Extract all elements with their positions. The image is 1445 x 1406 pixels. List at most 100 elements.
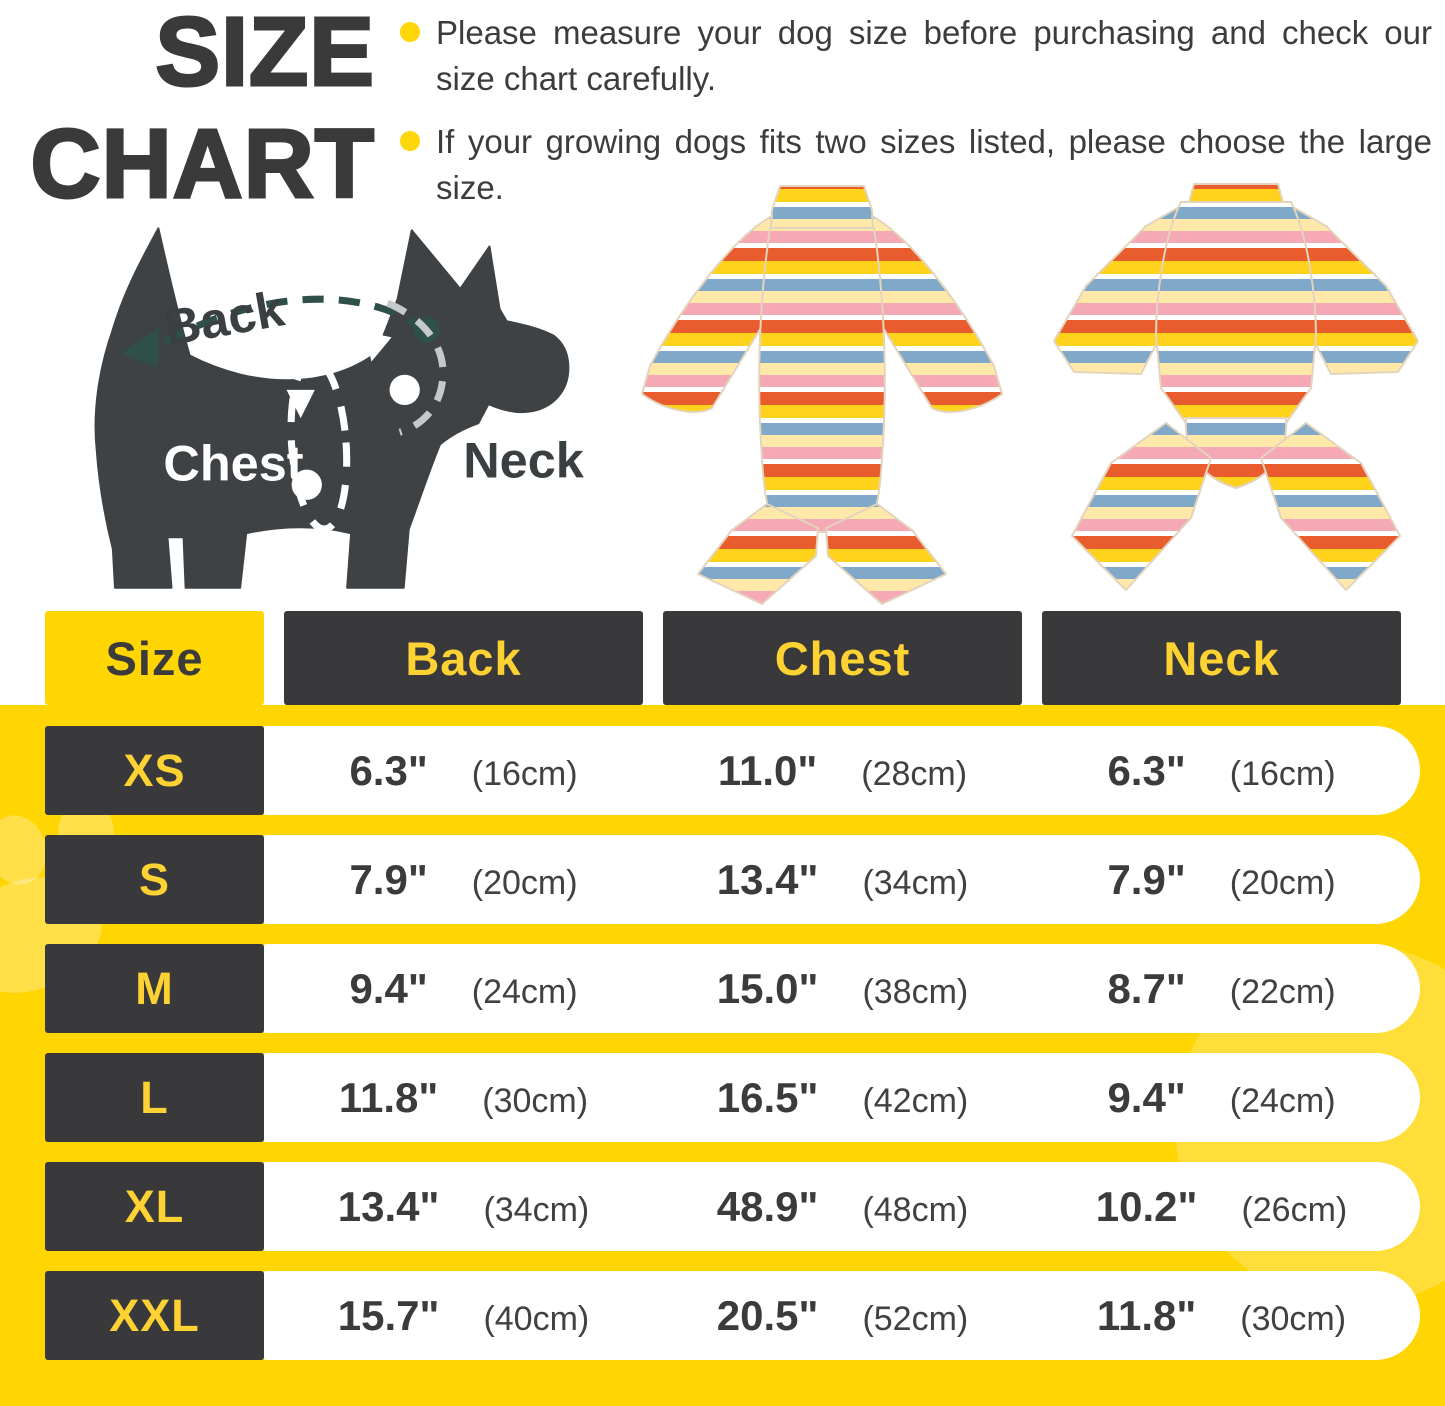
- chest-arrow-icon: [286, 389, 315, 419]
- chest-inches: 11.0": [717, 746, 818, 794]
- size-label: XS: [45, 726, 264, 815]
- back-value: 6.3" (16cm): [284, 747, 643, 795]
- chest-inches: 20.5": [716, 1291, 819, 1339]
- chest-value: 16.5" (42cm): [663, 1074, 1022, 1122]
- neck-cm: (30cm): [1240, 1299, 1347, 1338]
- pajama-back-shape: [1053, 183, 1419, 591]
- row-values: 15.7" (40cm) 20.5" (52cm) 11.8" (30cm): [264, 1271, 1420, 1360]
- size-label: M: [45, 944, 264, 1033]
- chest-value: 48.9" (48cm): [663, 1183, 1022, 1231]
- size-label: XXL: [45, 1271, 264, 1360]
- chest-inches: 13.4": [716, 855, 819, 903]
- neck-label: Neck: [463, 432, 585, 489]
- pajama-back-svg: [1053, 183, 1419, 591]
- back-inches: 13.4": [337, 1182, 440, 1230]
- back-inches: 9.4": [349, 964, 428, 1012]
- back-cm: (30cm): [482, 1081, 589, 1120]
- chest-cm: (48cm): [862, 1190, 969, 1229]
- dog-silhouette-svg: Back Chest Neck: [94, 227, 585, 589]
- size-label: S: [45, 835, 264, 924]
- neck-inches: 11.8": [1096, 1291, 1197, 1339]
- row-values: 11.8" (30cm) 16.5" (42cm) 9.4" (24cm): [264, 1053, 1420, 1142]
- header-chest: Chest: [663, 611, 1022, 705]
- neck-inches: 6.3": [1107, 746, 1186, 794]
- neck-value: 9.4" (24cm): [1042, 1074, 1401, 1122]
- note-item: Please measure your dog size before purc…: [400, 10, 1432, 102]
- table-row-s: S 7.9" (20cm) 13.4" (34cm) 7.9" (20cm): [0, 835, 1445, 924]
- row-values: 6.3" (16cm) 11.0" (28cm) 6.3" (16cm): [264, 726, 1420, 815]
- chest-value: 20.5" (52cm): [663, 1292, 1022, 1340]
- back-inches: 7.9": [349, 855, 428, 903]
- row-values: 7.9" (20cm) 13.4" (34cm) 7.9" (20cm): [264, 835, 1420, 924]
- table-row-l: L 11.8" (30cm) 16.5" (42cm) 9.4" (24cm): [0, 1053, 1445, 1142]
- dog-measure-diagram: Back Chest Neck: [52, 190, 612, 614]
- chest-cm: (42cm): [862, 1081, 969, 1120]
- chest-cm: (38cm): [862, 972, 969, 1011]
- pajama-front-svg: [641, 185, 1003, 605]
- neck-value: 11.8" (30cm): [1042, 1292, 1401, 1340]
- row-values: 13.4" (34cm) 48.9" (48cm) 10.2" (26cm): [264, 1162, 1420, 1251]
- note-item: If your growing dogs fits two sizes list…: [400, 119, 1432, 211]
- chest-value: 11.0" (28cm): [663, 747, 1022, 795]
- header-neck: Neck: [1042, 611, 1401, 705]
- page-title: SIZE CHART: [10, 0, 375, 220]
- table-row-m: M 9.4" (24cm) 15.0" (38cm) 8.7" (22cm): [0, 944, 1445, 1033]
- chest-cm: (34cm): [862, 863, 969, 902]
- neck-inches: 9.4": [1107, 1073, 1186, 1121]
- back-measure-arc: [149, 295, 429, 353]
- chest-value: 15.0" (38cm): [663, 965, 1022, 1013]
- chest-label: Chest: [163, 435, 303, 492]
- back-value: 7.9" (20cm): [284, 856, 643, 904]
- back-cm: (24cm): [471, 972, 578, 1011]
- table-header: Size Back Chest Neck: [0, 611, 1445, 705]
- neck-cm: (24cm): [1229, 1081, 1336, 1120]
- size-label: XL: [45, 1162, 264, 1251]
- back-inches: 15.7": [337, 1291, 440, 1339]
- size-table: XS 6.3" (16cm) 11.0" (28cm) 6.3" (16cm) S 7…: [0, 726, 1445, 1360]
- pajama-front-shape: [641, 185, 1003, 605]
- size-label: L: [45, 1053, 264, 1142]
- back-cm: (34cm): [483, 1190, 590, 1229]
- neck-inches: 8.7": [1107, 964, 1186, 1012]
- neck-cm: (20cm): [1229, 863, 1336, 902]
- header-size: Size: [45, 611, 264, 705]
- back-inches: 6.3": [349, 746, 428, 794]
- chest-inches: 16.5": [716, 1073, 819, 1121]
- title-line-1: SIZE: [154, 0, 376, 108]
- back-cm: (20cm): [471, 863, 578, 902]
- chest-inches: 15.0": [716, 964, 819, 1012]
- table-row-xs: XS 6.3" (16cm) 11.0" (28cm) 6.3" (16cm): [0, 726, 1445, 815]
- neck-cm: (26cm): [1241, 1190, 1348, 1229]
- neck-inches: 10.2": [1095, 1182, 1198, 1230]
- note-text: If your growing dogs fits two sizes list…: [436, 123, 1432, 206]
- bullet-dot-icon: [400, 131, 420, 151]
- chest-cm: (28cm): [861, 754, 968, 793]
- table-row-xxl: XXL 15.7" (40cm) 20.5" (52cm) 11.8" (30cm): [0, 1271, 1445, 1360]
- table-row-xl: XL 13.4" (34cm) 48.9" (48cm) 10.2" (26cm): [0, 1162, 1445, 1251]
- header-back: Back: [284, 611, 643, 705]
- title-line-2: CHART: [29, 108, 375, 220]
- back-value: 9.4" (24cm): [284, 965, 643, 1013]
- back-label: Back: [160, 279, 290, 356]
- dog-silhouette: [94, 227, 570, 589]
- neck-value: 6.3" (16cm): [1042, 747, 1401, 795]
- back-cm: (16cm): [471, 754, 578, 793]
- note-text: Please measure your dog size before purc…: [436, 14, 1432, 97]
- row-values: 9.4" (24cm) 15.0" (38cm) 8.7" (22cm): [264, 944, 1420, 1033]
- pajama-back-image: [1026, 176, 1445, 612]
- back-value: 15.7" (40cm): [284, 1292, 643, 1340]
- back-inches: 11.8": [338, 1073, 439, 1121]
- chest-cm: (52cm): [862, 1299, 969, 1338]
- chest-value: 13.4" (34cm): [663, 856, 1022, 904]
- neck-cm: (16cm): [1229, 754, 1336, 793]
- neck-value: 7.9" (20cm): [1042, 856, 1401, 904]
- back-arc-arrowhead: [121, 327, 160, 368]
- back-cm: (40cm): [483, 1299, 590, 1338]
- neck-measure-arc: [386, 299, 447, 436]
- neck-point-dot: [389, 374, 420, 406]
- chest-point-dot: [291, 469, 322, 500]
- bullet-dot-icon: [400, 22, 420, 42]
- back-value: 11.8" (30cm): [284, 1074, 643, 1122]
- notes: Please measure your dog size before purc…: [400, 10, 1432, 228]
- neck-value: 8.7" (22cm): [1042, 965, 1401, 1013]
